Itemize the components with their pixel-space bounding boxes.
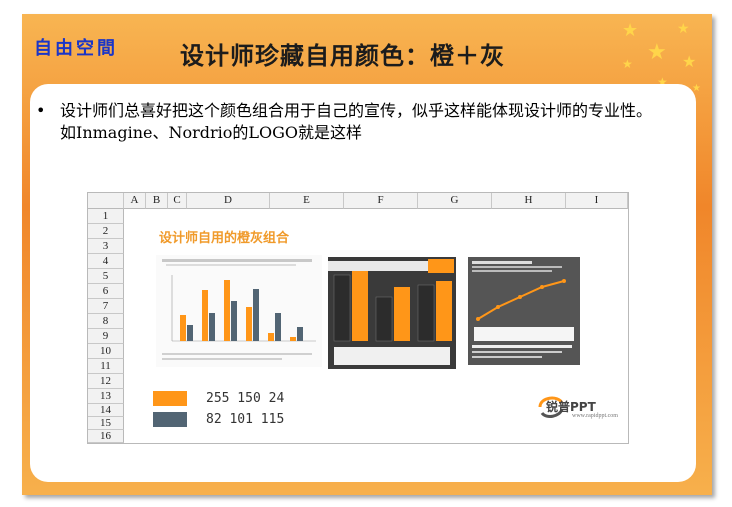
star-icon: ★	[622, 57, 633, 71]
row-header: 1	[88, 209, 124, 224]
star-icon: ★	[682, 52, 697, 71]
orange-swatch	[153, 391, 187, 406]
corner-cell	[88, 193, 124, 209]
star-icon: ★	[622, 20, 639, 41]
star-icon: ★	[657, 75, 668, 89]
column-header: E	[270, 193, 344, 209]
column-header: G	[418, 193, 492, 209]
spreadsheet-image: A B C D E F G H I 1 2 3 4 5 6 7 8 9 10 1…	[87, 192, 629, 444]
sheet-heading: 设计师自用的橙灰组合	[159, 231, 290, 246]
brand-logo-icon	[538, 396, 564, 418]
bar-chart-thumbnail	[156, 255, 322, 367]
star-icon: ★	[677, 21, 690, 37]
row-header: 9	[88, 329, 124, 344]
row-header: 13	[88, 389, 124, 404]
row-header: 5	[88, 269, 124, 284]
logo-text: 自由空間	[34, 38, 118, 59]
row-header: 8	[88, 314, 124, 329]
brand-name: 锐普PPT	[546, 400, 596, 414]
row-header: 16	[88, 430, 124, 443]
line-chart-thumbnail	[468, 257, 580, 365]
bullet-mark: •	[36, 101, 46, 120]
column-header: H	[492, 193, 566, 209]
orange-rgb-label: 255 150 24	[206, 391, 285, 406]
column-header: I	[566, 193, 628, 209]
sixt-chart-thumbnail	[328, 257, 456, 369]
row-header: 2	[88, 224, 124, 239]
column-header: B	[146, 193, 168, 209]
gray-swatch	[153, 412, 187, 427]
row-header: 15	[88, 417, 124, 430]
column-header: A	[124, 193, 146, 209]
row-header: 14	[88, 404, 124, 417]
brand-url: www.rapidppt.com	[572, 413, 618, 419]
star-icon: ★	[692, 83, 701, 94]
row-header: 12	[88, 374, 124, 389]
slide-header: 自由空間 设计师珍藏自用颜色：橙＋灰 ★ ★ ★ ★ ★ ★ ★ ★	[22, 14, 712, 99]
column-header: C	[168, 193, 187, 209]
row-header: 3	[88, 239, 124, 254]
star-icon: ★	[647, 40, 667, 65]
column-header: D	[187, 193, 270, 209]
row-header: 6	[88, 284, 124, 299]
column-header: F	[344, 193, 418, 209]
row-header: 11	[88, 359, 124, 374]
bullet-text: 设计师们总喜好把这个颜色组合用于自己的宣传，似乎这样能体现设计师的专业性。如In…	[60, 101, 653, 142]
row-header: 10	[88, 344, 124, 359]
row-header: 4	[88, 254, 124, 269]
gray-rgb-label: 82 101 115	[206, 412, 285, 427]
row-header: 7	[88, 299, 124, 314]
slide-title: 设计师珍藏自用颜色：橙＋灰	[180, 42, 505, 70]
